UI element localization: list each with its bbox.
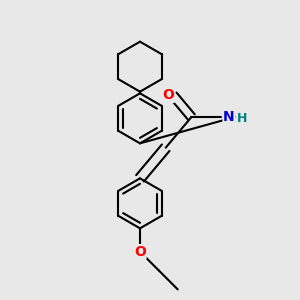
Text: N: N	[223, 110, 235, 124]
Text: H: H	[236, 112, 247, 125]
Text: O: O	[162, 88, 174, 102]
Text: O: O	[134, 245, 146, 259]
